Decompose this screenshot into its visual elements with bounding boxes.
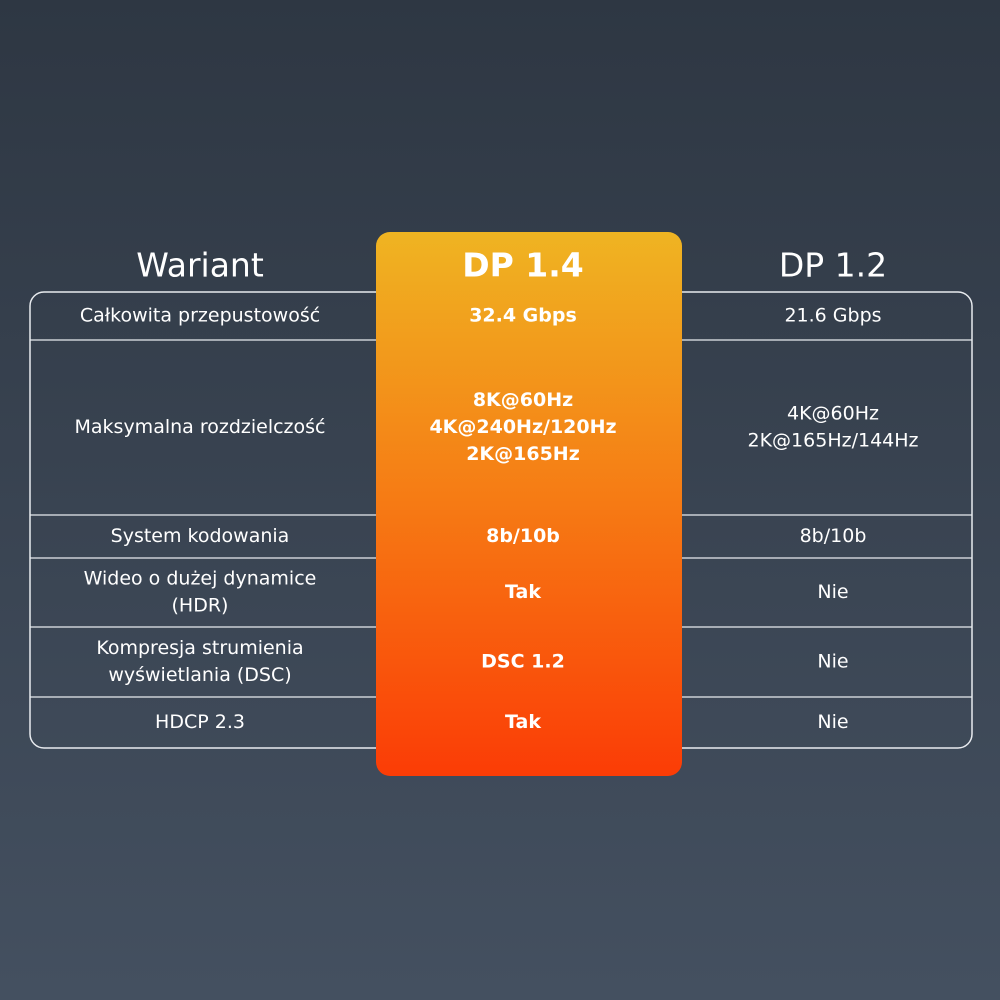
cell-value: 21.6 Gbps (784, 305, 881, 327)
cell-value: 8K@60Hz (473, 389, 573, 411)
cell-value: Nie (817, 711, 848, 733)
row-label: HDCP 2.3 (155, 711, 245, 733)
table-content: Wariant DP 1.4 DP 1.2 Całkowita przepustowo… (75, 246, 919, 734)
cell-value: 4K@240Hz/120Hz (429, 416, 616, 438)
cell-value: 2K@165Hz (466, 443, 580, 465)
row-label: Kompresja strumienia (96, 637, 303, 659)
highlight-column (376, 232, 682, 776)
cell-value: Tak (505, 581, 541, 603)
cell-value: 4K@60Hz (787, 403, 879, 425)
row-label: Całkowita przepustowość (80, 305, 320, 327)
cell-value: Nie (817, 581, 848, 603)
cell-value: Nie (817, 651, 848, 673)
row-label: Maksymalna rozdzielczość (75, 416, 326, 438)
column-header: DP 1.4 (462, 246, 584, 285)
cell-value: DSC 1.2 (481, 651, 565, 673)
row-label: wyświetlania (DSC) (108, 664, 291, 686)
row-label: System kodowania (111, 525, 290, 547)
cell-value: 2K@165Hz/144Hz (748, 430, 919, 452)
cell-value: Tak (505, 711, 541, 733)
cell-value: 8b/10b (486, 525, 560, 547)
column-header: DP 1.2 (779, 246, 887, 285)
row-label: Wideo o dużej dynamice (84, 568, 317, 590)
cell-value: 8b/10b (800, 525, 867, 547)
row-label: (HDR) (172, 595, 229, 617)
column-header: Wariant (136, 246, 264, 285)
cell-value: 32.4 Gbps (469, 305, 577, 327)
